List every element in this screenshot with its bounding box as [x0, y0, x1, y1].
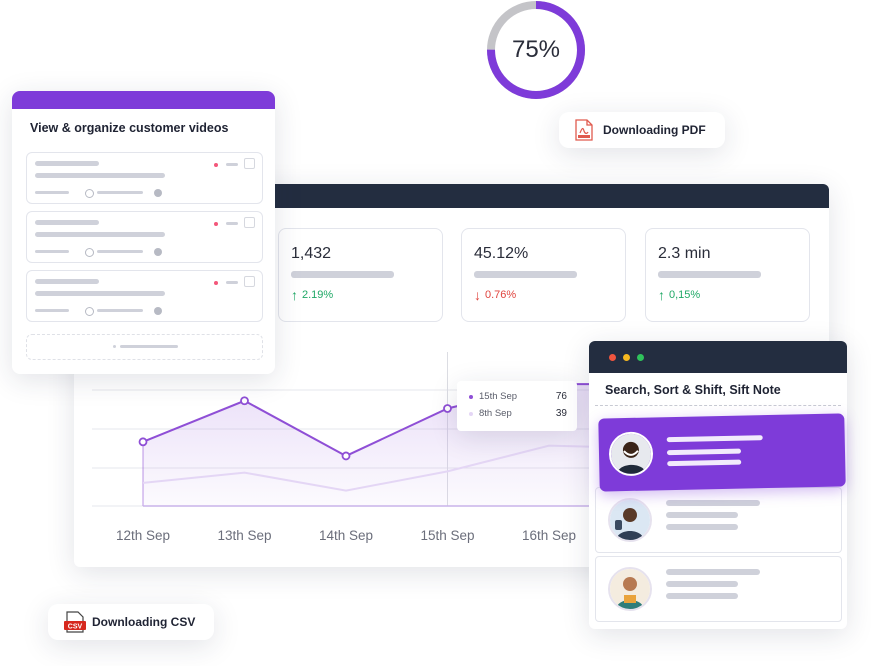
- person-list-item-active[interactable]: [598, 413, 846, 492]
- check-circle-icon: [154, 189, 162, 197]
- stat-change-value: 2.19%: [302, 289, 334, 301]
- arrow-down-icon: ↓: [474, 286, 481, 303]
- progress-percent: 75%: [511, 36, 561, 63]
- downloading-pdf-badge: Downloading PDF: [559, 112, 725, 148]
- stat-change: ↑ 2.19%: [291, 286, 334, 303]
- arrow-up-icon: ↑: [658, 286, 665, 303]
- tooltip-row: 15th Sep 76: [469, 391, 567, 402]
- data-point: [240, 396, 249, 406]
- stat-label-placeholder: [658, 271, 761, 278]
- x-tick-label: 15th Sep: [420, 528, 475, 543]
- tooltip-value: 76: [555, 391, 567, 402]
- dashed-divider: [595, 405, 841, 406]
- stat-value: 45.12%: [474, 245, 529, 262]
- stat-card-2: 45.12% ↓ 0.76%: [461, 228, 626, 322]
- progress-ring-fill: [487, 1, 585, 99]
- chart-tooltip: 15th Sep 76 8th Sep 39: [457, 381, 577, 431]
- person-avatar-2: [608, 498, 652, 542]
- x-tick-label: 14th Sep: [318, 528, 374, 543]
- panel-title: Search, Sort & Shift, Sift Note: [605, 383, 781, 397]
- status-dot-icon: [214, 222, 218, 226]
- status-dot-icon: [214, 281, 218, 285]
- select-checkbox[interactable]: [244, 217, 255, 228]
- video-list-item[interactable]: [26, 270, 263, 322]
- video-list-item[interactable]: [26, 152, 263, 204]
- person-avatar-1: [608, 431, 654, 477]
- panel-title-bar: [589, 341, 847, 373]
- stat-label-placeholder: [474, 271, 577, 278]
- x-tick-label: 16th Sep: [521, 528, 577, 543]
- stat-value: 2.3 min: [658, 245, 711, 262]
- tooltip-label: 8th Sep: [479, 408, 512, 419]
- progress-ring: [487, 1, 585, 99]
- person-avatar-3: [608, 567, 652, 611]
- person-list-item[interactable]: [595, 556, 842, 622]
- x-tick-label: 12th Sep: [115, 528, 171, 543]
- data-point: [341, 451, 351, 461]
- csv-icon-text: CSV: [68, 623, 83, 630]
- series-line-secondary: [142, 444, 651, 492]
- line-area-chart: [92, 352, 652, 507]
- close-dot-icon[interactable]: [609, 354, 616, 361]
- panel-accent-bar: [12, 91, 275, 109]
- tooltip-row: 8th Sep 39: [469, 408, 567, 419]
- select-checkbox[interactable]: [244, 158, 255, 169]
- pdf-file-icon: [575, 119, 593, 141]
- arrow-up-icon: ↑: [291, 286, 298, 303]
- maximize-dot-icon[interactable]: [637, 354, 644, 361]
- person-list-item[interactable]: [595, 487, 842, 553]
- legend-dot-icon: [469, 411, 473, 416]
- stat-card-3: 2.3 min ↑ 0,15%: [645, 228, 810, 322]
- check-circle-icon: [154, 248, 162, 256]
- stat-change: ↑ 0,15%: [658, 286, 701, 303]
- pdf-badge-label: Downloading PDF: [603, 123, 706, 137]
- data-point: [443, 404, 452, 413]
- customer-videos-panel: View & organize customer videos: [12, 91, 275, 374]
- tooltip-label: 15th Sep: [479, 391, 518, 402]
- stat-card-1: 1,432 ↑ 2.19%: [278, 228, 443, 322]
- panel-title: View & organize customer videos: [30, 121, 229, 135]
- data-point: [138, 437, 148, 447]
- legend-dot-icon: [469, 394, 473, 399]
- stat-value: 1,432: [291, 245, 332, 262]
- stat-label-placeholder: [291, 271, 394, 278]
- stat-change-value: 0.76%: [485, 289, 517, 301]
- downloading-csv-badge: CSV Downloading CSV: [48, 604, 214, 640]
- check-circle-icon: [154, 307, 162, 315]
- stat-change-value: 0,15%: [669, 289, 701, 301]
- csv-file-icon: CSV: [64, 611, 86, 633]
- status-dot-icon: [214, 163, 218, 167]
- video-list-item[interactable]: [26, 211, 263, 263]
- clock-icon: [85, 189, 94, 198]
- clock-icon: [85, 307, 94, 316]
- clock-icon: [85, 248, 94, 257]
- tooltip-value: 39: [555, 408, 567, 419]
- stat-change: ↓ 0.76%: [474, 286, 517, 303]
- x-tick-label: 13th Sep: [217, 528, 272, 543]
- select-checkbox[interactable]: [244, 276, 255, 287]
- minimize-dot-icon[interactable]: [623, 354, 630, 361]
- csv-badge-label: Downloading CSV: [92, 615, 196, 629]
- add-video-button[interactable]: [26, 334, 263, 360]
